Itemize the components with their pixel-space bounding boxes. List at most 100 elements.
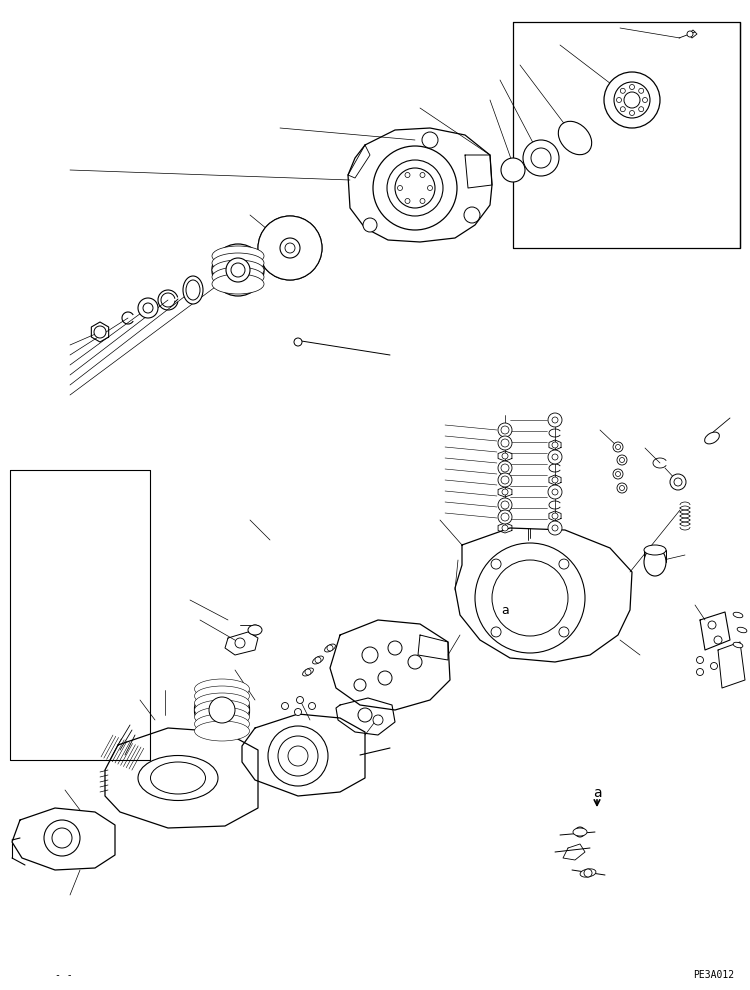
Circle shape [548, 521, 562, 535]
Ellipse shape [194, 686, 250, 706]
Circle shape [498, 461, 512, 475]
Circle shape [363, 218, 377, 232]
Ellipse shape [194, 679, 250, 699]
Ellipse shape [705, 432, 719, 444]
Circle shape [502, 453, 508, 459]
Ellipse shape [212, 260, 264, 280]
Circle shape [143, 303, 153, 313]
Circle shape [250, 625, 260, 635]
Circle shape [498, 510, 512, 524]
Circle shape [281, 703, 289, 710]
Ellipse shape [194, 714, 250, 734]
Circle shape [613, 442, 623, 452]
Circle shape [315, 657, 321, 663]
Ellipse shape [734, 643, 742, 647]
Circle shape [548, 413, 562, 427]
Circle shape [491, 627, 501, 637]
Text: - -: - - [55, 970, 73, 980]
Circle shape [584, 869, 592, 877]
Circle shape [209, 697, 235, 723]
Circle shape [697, 656, 703, 663]
Ellipse shape [302, 668, 313, 676]
Circle shape [475, 543, 585, 653]
Circle shape [502, 525, 508, 531]
Circle shape [575, 827, 585, 837]
Circle shape [288, 746, 308, 766]
Circle shape [420, 198, 425, 204]
Ellipse shape [186, 280, 200, 300]
Ellipse shape [212, 274, 264, 294]
Circle shape [548, 450, 562, 464]
Circle shape [422, 132, 438, 148]
Text: PE3A012: PE3A012 [693, 970, 734, 980]
Circle shape [617, 483, 627, 493]
Text: a: a [501, 604, 509, 617]
Ellipse shape [558, 122, 592, 154]
Circle shape [268, 726, 328, 786]
Circle shape [552, 525, 558, 531]
Ellipse shape [212, 244, 264, 296]
Circle shape [44, 820, 80, 856]
Circle shape [362, 647, 378, 663]
Circle shape [552, 489, 558, 495]
Circle shape [491, 559, 501, 569]
Circle shape [427, 185, 433, 190]
Circle shape [492, 560, 568, 636]
Circle shape [231, 263, 245, 277]
Circle shape [305, 669, 311, 675]
Circle shape [295, 709, 302, 716]
Ellipse shape [183, 276, 203, 304]
Circle shape [616, 471, 620, 476]
Circle shape [708, 621, 716, 629]
Circle shape [552, 477, 558, 483]
Circle shape [464, 207, 480, 223]
Ellipse shape [194, 693, 250, 713]
Circle shape [617, 455, 627, 465]
Circle shape [285, 243, 295, 253]
Polygon shape [520, 565, 530, 590]
Circle shape [420, 172, 425, 177]
Circle shape [559, 559, 569, 569]
Ellipse shape [734, 612, 742, 618]
Circle shape [405, 198, 410, 204]
Circle shape [552, 417, 558, 423]
Circle shape [388, 641, 402, 655]
Circle shape [714, 636, 722, 644]
Ellipse shape [194, 682, 250, 738]
Circle shape [620, 88, 626, 93]
Circle shape [559, 627, 569, 637]
Circle shape [624, 92, 640, 108]
Circle shape [405, 172, 410, 177]
Circle shape [235, 638, 245, 648]
Circle shape [296, 697, 304, 704]
Circle shape [395, 168, 435, 208]
Circle shape [308, 703, 316, 710]
Circle shape [639, 107, 644, 112]
Ellipse shape [212, 267, 264, 287]
Circle shape [327, 645, 333, 651]
Circle shape [378, 671, 392, 685]
Ellipse shape [325, 644, 335, 652]
Circle shape [501, 158, 525, 182]
Ellipse shape [212, 246, 264, 266]
Circle shape [498, 498, 512, 512]
Circle shape [498, 473, 512, 487]
Circle shape [687, 31, 693, 37]
Circle shape [548, 485, 562, 499]
Circle shape [670, 474, 686, 490]
Circle shape [226, 258, 250, 282]
Ellipse shape [737, 628, 747, 633]
Circle shape [373, 715, 383, 725]
Circle shape [604, 72, 660, 128]
Circle shape [710, 662, 718, 669]
Circle shape [620, 107, 626, 112]
Circle shape [531, 148, 551, 168]
Circle shape [639, 88, 644, 93]
Circle shape [354, 679, 366, 691]
Circle shape [498, 423, 512, 437]
Circle shape [278, 736, 318, 776]
Ellipse shape [212, 253, 264, 273]
Circle shape [373, 146, 457, 230]
Circle shape [498, 436, 512, 450]
Ellipse shape [194, 707, 250, 727]
